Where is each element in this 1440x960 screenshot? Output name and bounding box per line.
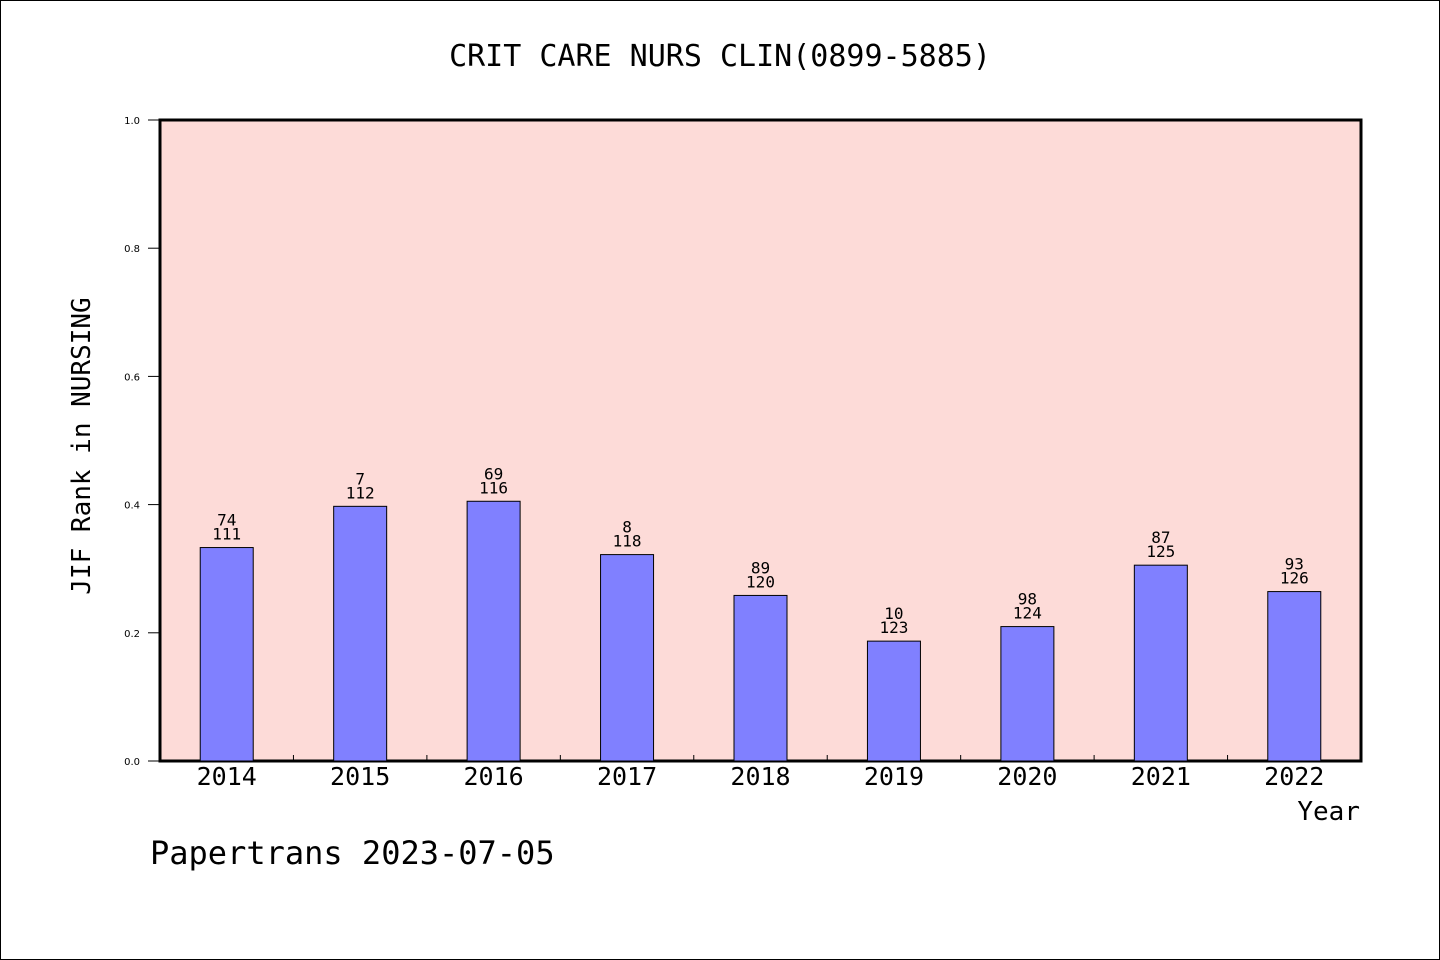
bar-rank-label: 74 <box>217 511 236 530</box>
bar-rank-label: 10 <box>884 604 903 623</box>
bar-rank-label: 8 <box>622 518 632 537</box>
bar <box>733 594 788 762</box>
x-tick-label: 2017 <box>597 762 657 791</box>
bar-total-label: 125 <box>1146 542 1175 561</box>
bar <box>333 505 388 762</box>
bar <box>466 500 521 762</box>
bar <box>1267 591 1322 762</box>
bar <box>199 547 254 762</box>
bar <box>600 554 655 762</box>
bar-rank-label: 93 <box>1285 555 1304 574</box>
bar <box>1133 564 1188 762</box>
bar-total-label: 123 <box>879 618 908 637</box>
y-tick-label: 0.2 <box>124 629 140 640</box>
bar-rank-label: 87 <box>1151 528 1170 547</box>
bar-rank-label: 98 <box>1018 590 1037 609</box>
x-axis-label: Year <box>1297 797 1360 827</box>
y-tick-label: 0.0 <box>124 757 140 768</box>
bar-total-label: 126 <box>1280 569 1309 588</box>
bar-total-label: 124 <box>1013 604 1042 623</box>
y-tick-label: 0.6 <box>124 372 140 383</box>
bar-total-label: 120 <box>746 572 775 591</box>
x-tick-label: 2018 <box>730 762 790 791</box>
bar <box>1000 626 1055 762</box>
y-axis-label: JIF Rank in NURSING <box>67 297 97 594</box>
bar-total-label: 111 <box>212 525 241 544</box>
y-tick-label: 0.8 <box>124 244 140 255</box>
x-tick-label: 2015 <box>330 762 390 791</box>
bar-rank-label: 89 <box>751 558 770 577</box>
footer-credit: Papertrans 2023-07-05 <box>150 834 555 872</box>
x-tick-label: 2014 <box>197 762 257 791</box>
bar-total-label: 112 <box>346 483 375 502</box>
x-tick-label: 2019 <box>864 762 924 791</box>
y-tick-label: 1.0 <box>124 116 140 127</box>
x-tick-label: 2022 <box>1264 762 1324 791</box>
bar <box>866 640 921 762</box>
bar-rank-label: 7 <box>355 469 365 488</box>
x-tick-label: 2021 <box>1131 762 1191 791</box>
y-tick-label: 0.4 <box>124 501 140 512</box>
x-axis: 2014 2015 2016 2017 2018 2019 2020 2021 2022 <box>197 755 1324 791</box>
bar-total-label: 116 <box>479 478 508 497</box>
y-axis: 0.0 0.2 0.4 0.6 0.8 1.0 <box>124 116 160 768</box>
x-tick-label: 2016 <box>464 762 524 791</box>
bar-rank-label: 69 <box>484 464 503 483</box>
bar-total-label: 118 <box>613 532 642 551</box>
chart-title: CRIT CARE NURS CLIN(0899-5885) <box>449 39 991 74</box>
x-tick-label: 2020 <box>997 762 1057 791</box>
